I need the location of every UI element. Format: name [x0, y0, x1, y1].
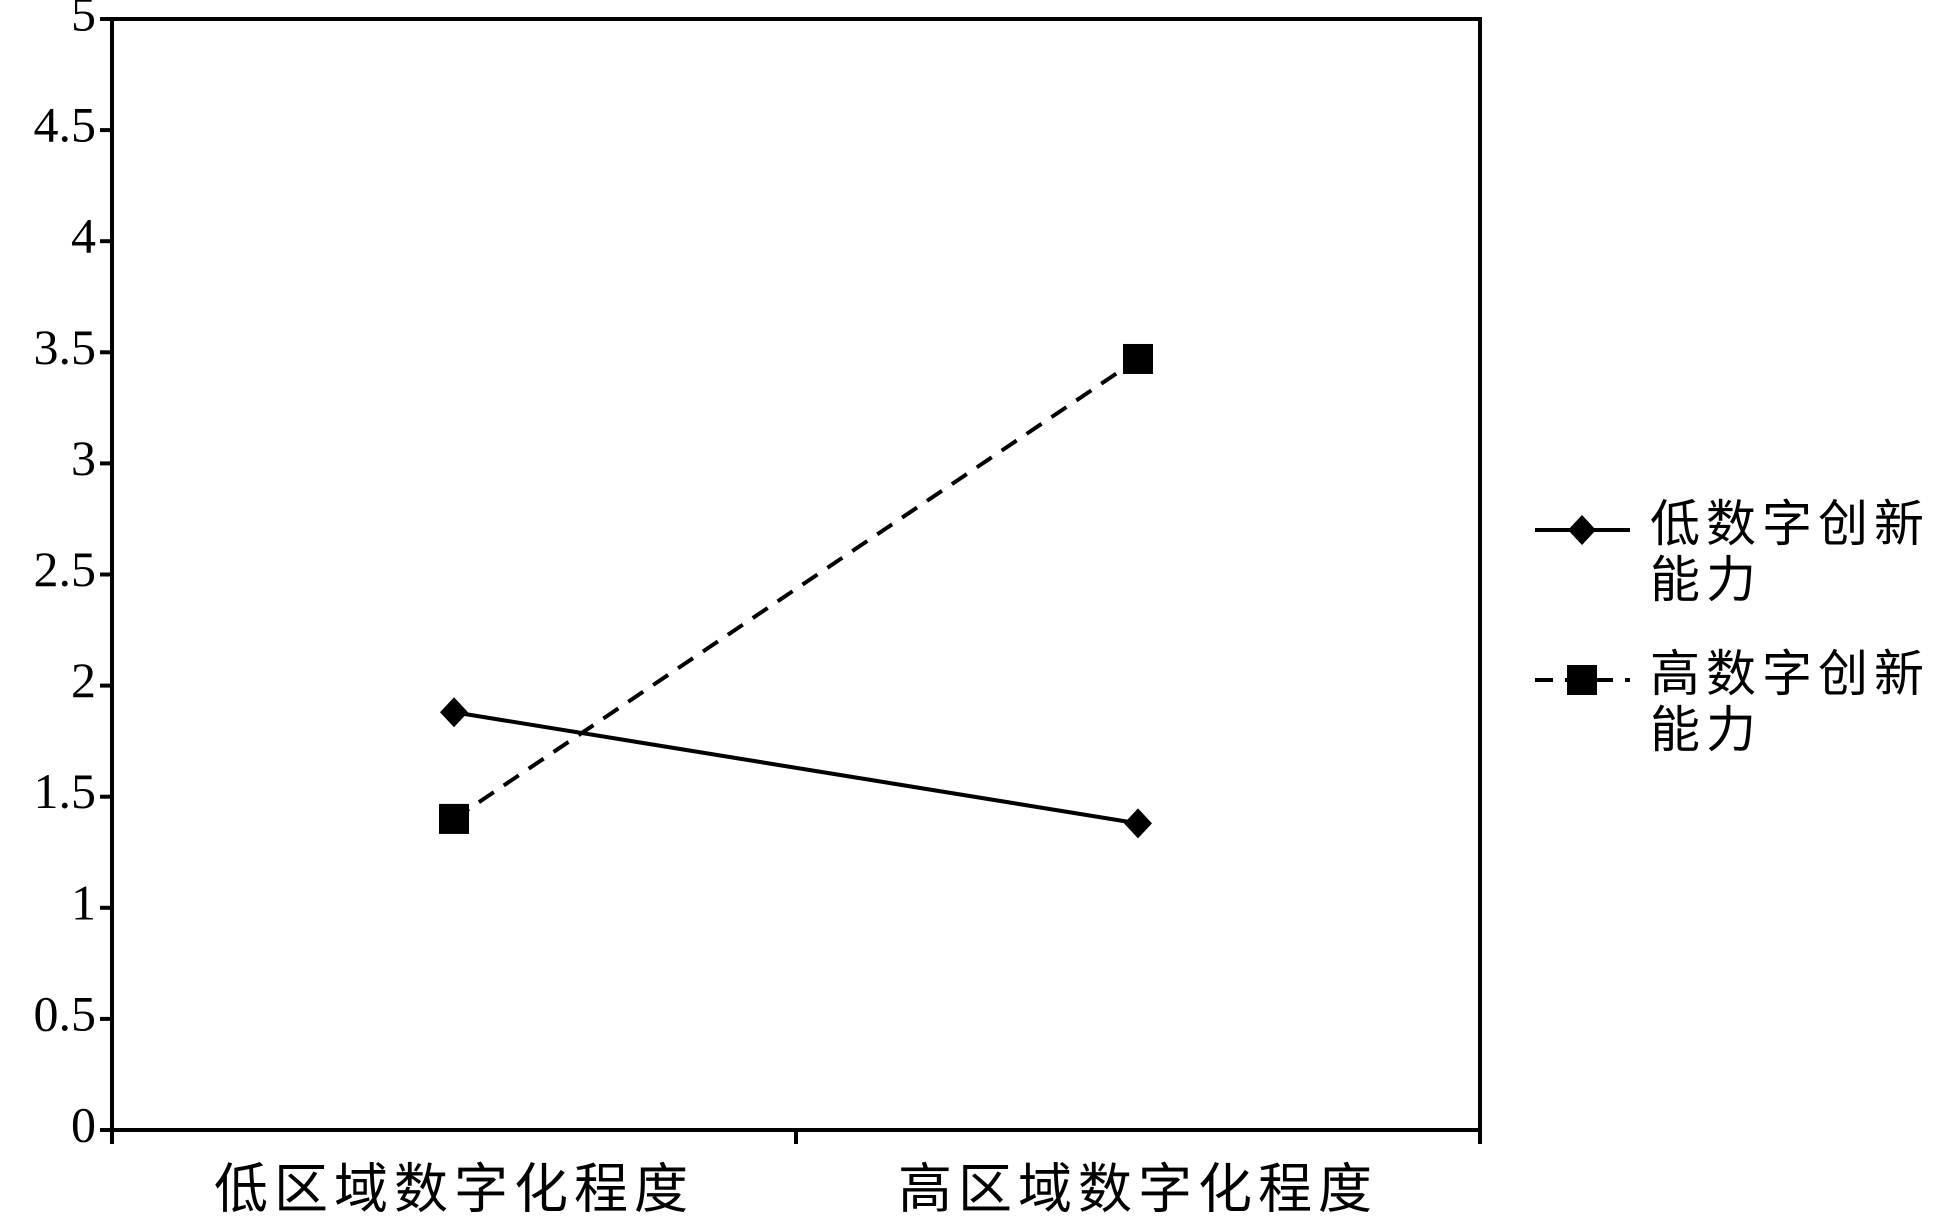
marker — [440, 697, 468, 728]
x-tick-label: 低区域数字化程度 — [214, 1159, 694, 1219]
x-tick-label: 高区域数字化程度 — [898, 1159, 1378, 1219]
y-tick-label: 3 — [71, 430, 96, 486]
y-tick-label: 1 — [71, 874, 96, 930]
marker — [1123, 343, 1153, 374]
marker — [1568, 515, 1596, 545]
y-tick-label: 1.5 — [34, 763, 97, 819]
marker — [1124, 808, 1152, 839]
series-line — [453, 710, 1139, 826]
y-tick-label: 2.5 — [34, 541, 97, 597]
plot-frame — [110, 17, 1482, 1132]
y-tick-label: 4.5 — [34, 97, 97, 153]
y-tick-label: 3.5 — [34, 319, 97, 375]
marker — [439, 803, 469, 834]
y-tick-label: 0 — [71, 1096, 96, 1152]
y-tick-label: 2 — [71, 652, 96, 708]
legend-label: 低数字创新能力 — [1650, 496, 1930, 608]
y-tick-label: 5 — [71, 0, 96, 41]
y-tick-label: 0.5 — [34, 985, 97, 1041]
marker — [1567, 665, 1597, 695]
series-line — [452, 357, 1140, 821]
legend-label: 高数字创新能力 — [1650, 646, 1930, 758]
y-tick-label: 4 — [71, 208, 96, 264]
